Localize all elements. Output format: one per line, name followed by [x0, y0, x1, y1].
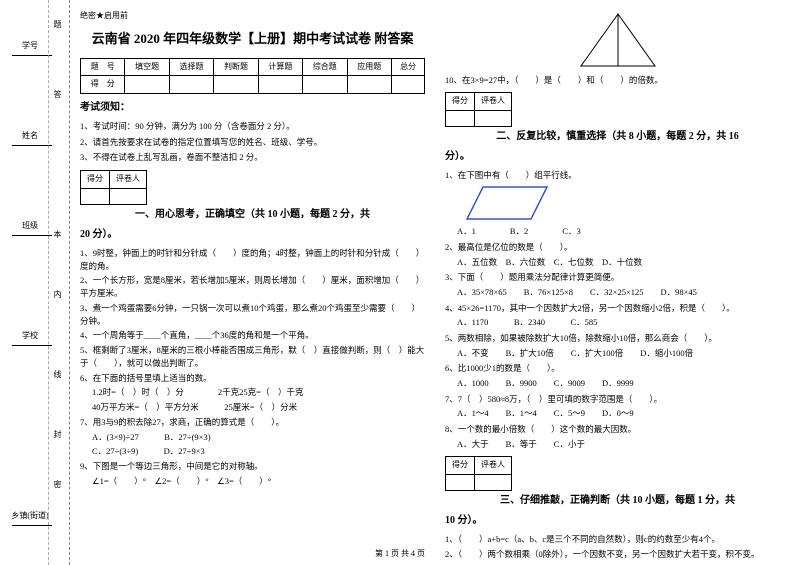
seal-label: 题 [52, 20, 63, 28]
q7o2: C．27÷(3÷9) D．27÷9×3 [80, 445, 425, 458]
score-h: 填空题 [125, 58, 169, 76]
score-row-label: 得 分 [81, 76, 125, 94]
score-h: 综合题 [303, 58, 347, 76]
seal-label: 本 [52, 230, 63, 238]
secret-label: 绝密★启用前 [80, 10, 425, 23]
score-h: 选择题 [169, 58, 213, 76]
field-class: 班级 [0, 220, 60, 231]
score-h: 计算题 [258, 58, 302, 76]
parallelogram-diagram [465, 183, 555, 223]
seal-label: 内 [52, 290, 63, 298]
s2q8: 8、一个数的最小倍数（ ）这个数的最大因数。 [445, 423, 790, 436]
q4: 4、一个周角等于____个直角，____个36度的角和是一个平角。 [80, 329, 425, 342]
q5: 5、框剩断了3厘米，8厘米的三根小棒能否围成三角形，默（ ）直接做判断，则（ ）… [80, 344, 425, 370]
mini-c2: 评卷人 [475, 457, 512, 475]
q7o: A．(3×9)÷27 B．27÷(9×3) [80, 431, 425, 444]
s2q6o: A．1000 B．9900 C．9009 D．9999 [445, 377, 790, 391]
triangle-diagram [573, 10, 663, 70]
section3-sub: 10 分）。 [445, 513, 790, 529]
grader-table: 得分 评卷人 [445, 456, 512, 491]
seal-label: 封 [52, 430, 63, 438]
right-column: 10、在3×9=27中，（ ）是（ ）和（ ）的倍数。 得分 评卷人 二、反复比… [445, 10, 790, 563]
s2q8o: A．大于 B．等于 C．小于 [445, 438, 790, 452]
left-column: 绝密★启用前 云南省 2020 年四年级数学【上册】期中考试试卷 附答案 题 号… [80, 10, 425, 563]
section2-sub: 分）。 [445, 149, 790, 165]
section1-heading: 一、用心思考，正确填空（共 10 小题，每题 2 分，共 [80, 207, 425, 223]
s2q5: 5、两数相除，如果被除数扩大10倍，除数缩小10倍，那么商会（ ）。 [445, 332, 790, 345]
q10: 10、在3×9=27中，（ ）是（ ）和（ ）的倍数。 [445, 74, 790, 87]
notice-item: 1、考试时间：90 分钟，满分为 100 分（含卷面分 2 分）。 [80, 120, 425, 134]
mini-c2: 评卷人 [475, 92, 512, 110]
page-footer: 第 1 页 共 4 页 [0, 548, 800, 559]
grader-table: 得分 评卷人 [445, 92, 512, 127]
section1-sub: 20 分）。 [80, 227, 425, 243]
q8: 9、下图是一个等边三角形，中间是它的对称轴。 [80, 460, 425, 473]
mini-c1: 得分 [81, 170, 110, 188]
field-name: 姓名 [0, 130, 60, 141]
field-school: 学校 [0, 330, 60, 341]
notice-item: 3、不得在试卷上乱写乱画，卷面不整洁扣 2 分。 [80, 151, 425, 165]
seal-label: 密 [52, 480, 63, 488]
grader-table: 得分 评卷人 [80, 170, 147, 205]
score-table: 题 号 填空题 选择题 判断题 计算题 综合题 应用题 总分 得 分 [80, 58, 425, 95]
score-h: 应用题 [347, 58, 391, 76]
section2-heading: 二、反复比较，慎重选择（共 8 小题，每题 2 分，共 16 [445, 129, 790, 145]
notice-heading: 考试须知： [80, 100, 425, 116]
q6a: 1.2时=（ ）时（ ）分 2千克25克=（ ）千克 [80, 386, 425, 399]
q8a: ∠1=（ ）° ∠2=（ ）° ∠3=（ ）° [80, 475, 425, 488]
s2q7: 7、7（ ）580≈8万，（ ）里可填的数字范围是（ ）。 [445, 393, 790, 406]
mini-c2: 评卷人 [110, 170, 147, 188]
s2q7o: A．1～4 B．1～4 C．5～9 D．0～9 [445, 407, 790, 421]
s2q1o: A．1 B．2 C．3 [445, 225, 790, 239]
mini-c1: 得分 [446, 457, 475, 475]
score-h: 总分 [391, 58, 424, 76]
s3q1: 1、（ ）a+b=c（a、b、c是三个不同的自然数），则c的约数至少有4个。 [445, 533, 790, 546]
s2q2o: A．五位数 B．六位数 C．七位数 D．十位数 [445, 256, 790, 270]
notice-item: 2、请首先按要求在试卷的指定位置填写您的姓名、班级、学号。 [80, 136, 425, 150]
q3: 3、煮一个鸡蛋需要6分钟，一只锅一次可以煮10个鸡蛋，那么煮20个鸡蛋至少需要（… [80, 302, 425, 328]
field-student-id: 学号 [0, 40, 60, 51]
q6b: 40万平方米=（ ）平方分米 25厘米=（ ）分米 [80, 401, 425, 414]
s2q5o: A．不变 B．扩大10倍 C．扩大100倍 D．缩小100倍 [445, 347, 790, 361]
q7: 7、用3与9的积去除27，求商，正确的算式是（ ）。 [80, 416, 425, 429]
exam-title: 云南省 2020 年四年级数学【上册】期中考试试卷 附答案 [80, 29, 425, 50]
mini-c1: 得分 [446, 92, 475, 110]
s2q3: 3、下面（ ）题用乘法分配律计算更简便。 [445, 271, 790, 284]
q1: 1、9时整，钟面上的时针和分针成（ ）度的角；4时整，钟面上的时针和分针成（ ）… [80, 247, 425, 273]
section3-heading: 三、仔细推敲，正确判断（共 10 小题，每题 1 分，共 [445, 493, 790, 509]
score-h: 题 号 [81, 58, 125, 76]
q2: 2、一个长方形，宽是8厘米，若长增加5厘米，则周长增加（ ）厘米，面积增加（ ）… [80, 274, 425, 300]
seal-label: 线 [52, 370, 63, 378]
s2q3o: A．35×78×65 B．76×125×8 C．32×25×125 D．98×4… [445, 286, 790, 300]
field-town: 乡镇(街道) [0, 510, 60, 521]
s2q6: 6、比1000少1的数是（ ）。 [445, 362, 790, 375]
s2q4o: A．1170 B．2340 C．585 [445, 316, 790, 330]
seal-label: 答 [52, 90, 63, 98]
s2q2: 2、最高位是亿位的数是（ ）。 [445, 241, 790, 254]
s2q4: 4、45×26=1170，其中一个因数扩大2倍，另一个因数缩小2倍，积是（ ）。 [445, 302, 790, 315]
q6: 6、在下面的括号里填上适当的数。 [80, 372, 425, 385]
s2q1: 1、在下图中有（ ）组平行线。 [445, 169, 790, 182]
score-h: 判断题 [214, 58, 258, 76]
